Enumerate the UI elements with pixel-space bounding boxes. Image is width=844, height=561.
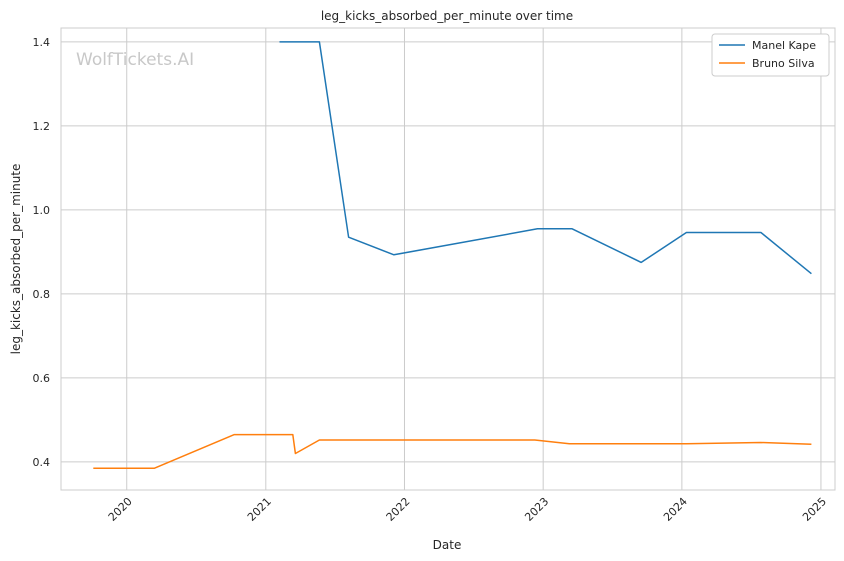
series-line-0 <box>279 41 812 275</box>
x-tick-label: 2021 <box>245 495 274 524</box>
x-tick-label: 2023 <box>522 495 551 524</box>
legend: Manel Kape Bruno Silva <box>711 33 830 77</box>
x-tick-label: 2025 <box>800 495 829 524</box>
legend-label-0: Manel Kape <box>752 39 816 52</box>
series-layer <box>93 41 812 469</box>
x-axis-label: Date <box>433 538 462 552</box>
x-axis-ticks: 2020 2021 2022 2023 2024 2025 <box>106 495 829 524</box>
y-tick-label: 1.0 <box>33 204 51 217</box>
x-tick-label: 2022 <box>384 495 413 524</box>
y-tick-label: 0.6 <box>33 372 51 385</box>
x-tick-label: 2024 <box>661 495 690 524</box>
y-tick-label: 0.8 <box>33 288 51 301</box>
grid <box>61 28 835 490</box>
y-tick-label: 1.4 <box>33 36 51 49</box>
y-axis-label: leg_kicks_absorbed_per_minute <box>9 164 23 355</box>
chart-title: leg_kicks_absorbed_per_minute over time <box>321 9 573 23</box>
x-tick-label: 2020 <box>106 495 135 524</box>
plot-area <box>60 27 836 491</box>
watermark: WolfTickets.AI <box>76 50 194 70</box>
y-tick-label: 1.2 <box>33 120 51 133</box>
y-tick-label: 0.4 <box>33 456 51 469</box>
y-axis-ticks: 0.4 0.6 0.8 1.0 1.2 1.4 <box>33 36 51 469</box>
legend-label-1: Bruno Silva <box>752 57 815 70</box>
series-line-1 <box>93 433 812 469</box>
